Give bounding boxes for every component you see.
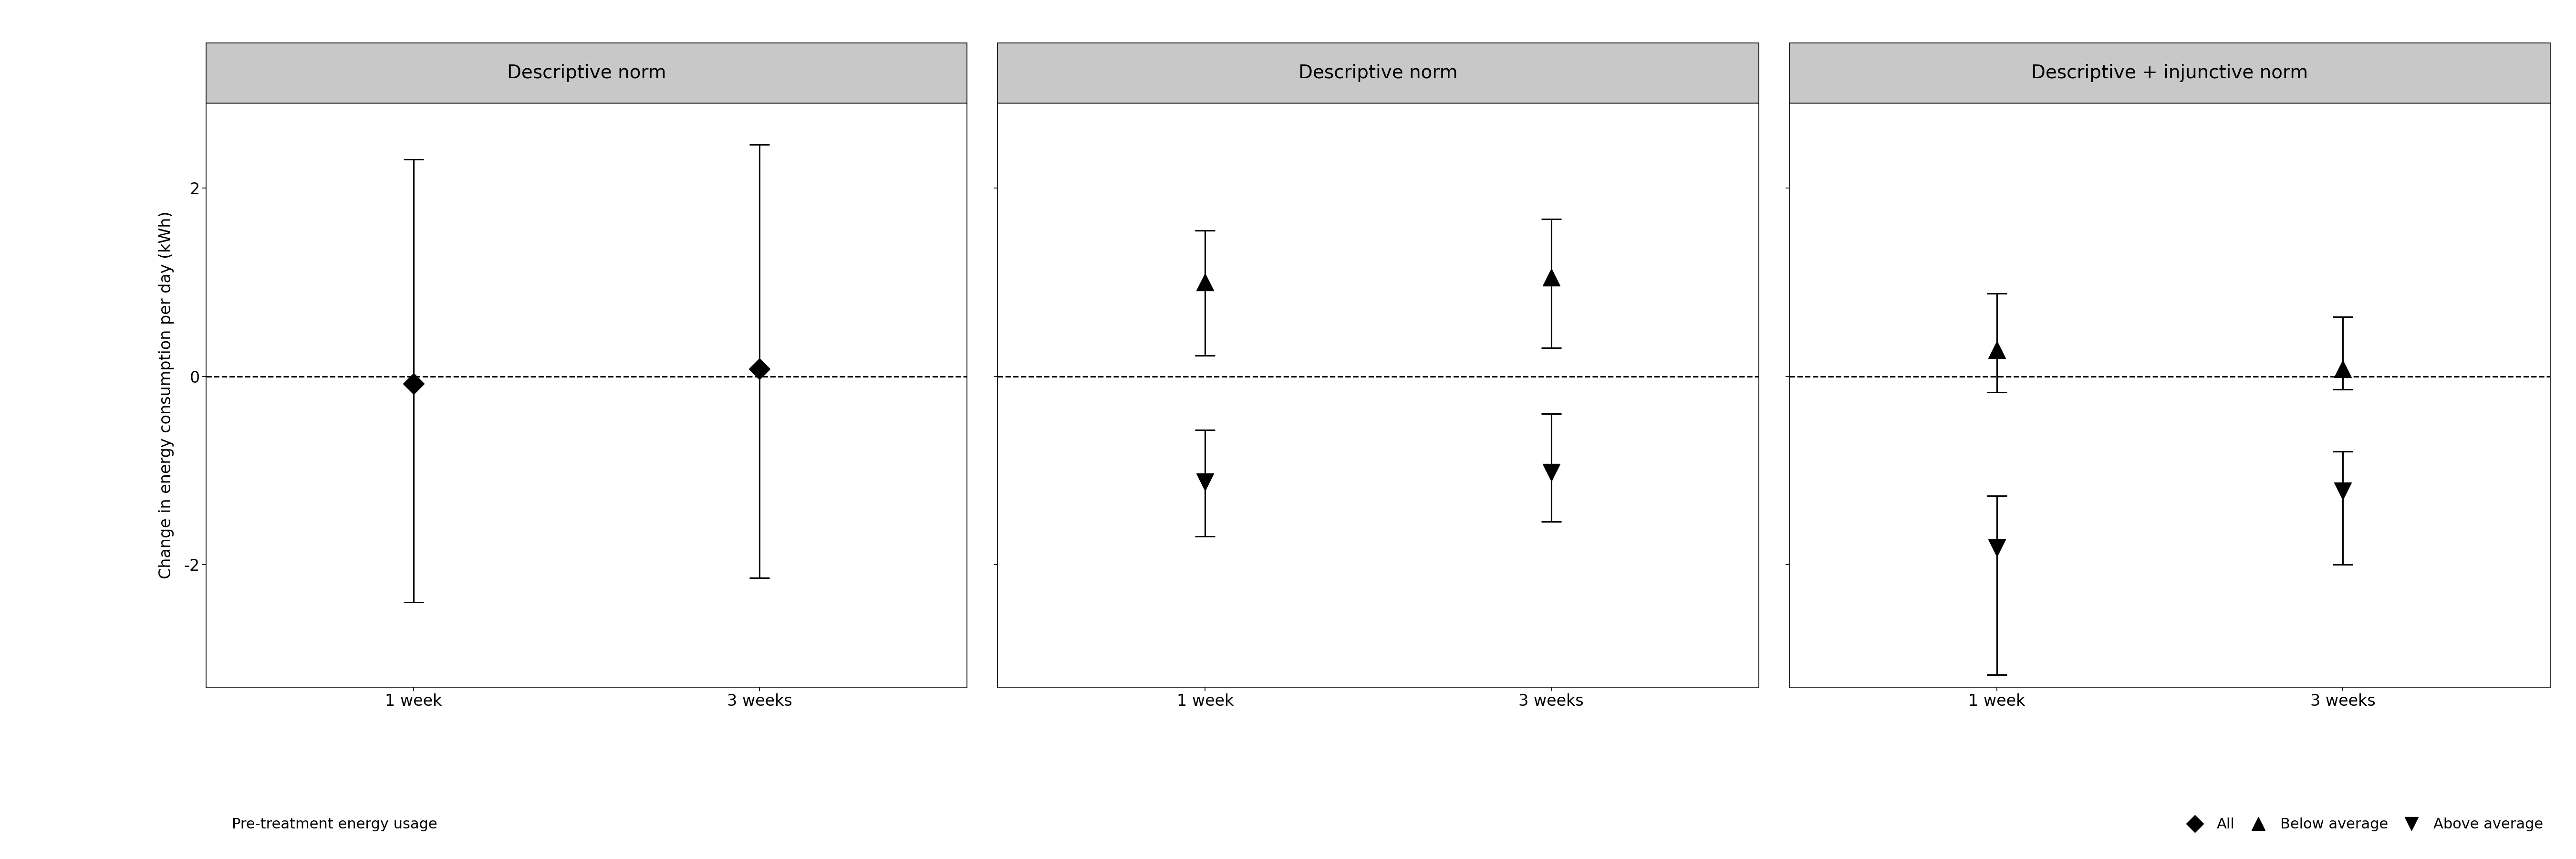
Text: Pre-treatment energy usage: Pre-treatment energy usage — [232, 818, 438, 832]
Legend: All, Below average, Above average: All, Below average, Above average — [2179, 818, 2543, 832]
Text: Descriptive + injunctive norm: Descriptive + injunctive norm — [2032, 64, 2308, 82]
Text: Descriptive norm: Descriptive norm — [507, 64, 667, 82]
Y-axis label: Change in energy consumption per day (kWh): Change in energy consumption per day (kW… — [157, 211, 175, 579]
Text: Descriptive norm: Descriptive norm — [1298, 64, 1458, 82]
